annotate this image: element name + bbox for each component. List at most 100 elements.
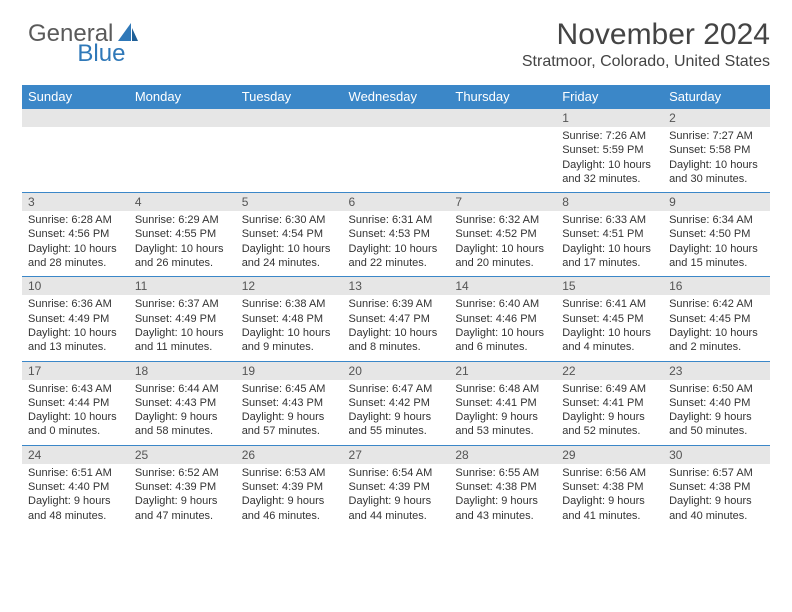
sunrise-text: Sunrise: 6:39 AM bbox=[349, 297, 444, 311]
sunrise-text: Sunrise: 6:36 AM bbox=[28, 297, 123, 311]
day-number: 30 bbox=[663, 446, 770, 464]
day-number: 28 bbox=[449, 446, 556, 464]
sunset-text: Sunset: 4:50 PM bbox=[669, 227, 764, 241]
day-number: 14 bbox=[449, 277, 556, 295]
day-details: Sunrise: 6:33 AMSunset: 4:51 PMDaylight:… bbox=[556, 211, 663, 276]
sunset-text: Sunset: 4:41 PM bbox=[562, 396, 657, 410]
calendar-cell: 10Sunrise: 6:36 AMSunset: 4:49 PMDayligh… bbox=[22, 277, 129, 361]
calendar-cell: 26Sunrise: 6:53 AMSunset: 4:39 PMDayligh… bbox=[236, 445, 343, 529]
sunset-text: Sunset: 4:39 PM bbox=[135, 480, 230, 494]
day-number: 20 bbox=[343, 362, 450, 380]
sunrise-text: Sunrise: 6:43 AM bbox=[28, 382, 123, 396]
calendar-cell: 19Sunrise: 6:45 AMSunset: 4:43 PMDayligh… bbox=[236, 361, 343, 445]
daylight-text: Daylight: 9 hours and 55 minutes. bbox=[349, 410, 444, 439]
sunrise-text: Sunrise: 7:27 AM bbox=[669, 129, 764, 143]
daylight-text: Daylight: 10 hours and 32 minutes. bbox=[562, 158, 657, 187]
weekday-header: Sunday bbox=[22, 85, 129, 109]
calendar-row: 1Sunrise: 7:26 AMSunset: 5:59 PMDaylight… bbox=[22, 109, 770, 193]
day-details bbox=[449, 127, 556, 187]
day-details: Sunrise: 6:47 AMSunset: 4:42 PMDaylight:… bbox=[343, 380, 450, 445]
sunset-text: Sunset: 4:39 PM bbox=[242, 480, 337, 494]
daylight-text: Daylight: 9 hours and 40 minutes. bbox=[669, 494, 764, 523]
calendar-cell: 17Sunrise: 6:43 AMSunset: 4:44 PMDayligh… bbox=[22, 361, 129, 445]
day-details: Sunrise: 6:57 AMSunset: 4:38 PMDaylight:… bbox=[663, 464, 770, 529]
sunset-text: Sunset: 4:51 PM bbox=[562, 227, 657, 241]
calendar-cell: 25Sunrise: 6:52 AMSunset: 4:39 PMDayligh… bbox=[129, 445, 236, 529]
calendar-cell: 7Sunrise: 6:32 AMSunset: 4:52 PMDaylight… bbox=[449, 193, 556, 277]
sunrise-text: Sunrise: 6:47 AM bbox=[349, 382, 444, 396]
day-details: Sunrise: 7:27 AMSunset: 5:58 PMDaylight:… bbox=[663, 127, 770, 192]
day-number: 18 bbox=[129, 362, 236, 380]
day-number: 21 bbox=[449, 362, 556, 380]
sunrise-text: Sunrise: 6:45 AM bbox=[242, 382, 337, 396]
day-details: Sunrise: 6:31 AMSunset: 4:53 PMDaylight:… bbox=[343, 211, 450, 276]
day-details: Sunrise: 6:44 AMSunset: 4:43 PMDaylight:… bbox=[129, 380, 236, 445]
sunset-text: Sunset: 4:40 PM bbox=[669, 396, 764, 410]
calendar-cell: 4Sunrise: 6:29 AMSunset: 4:55 PMDaylight… bbox=[129, 193, 236, 277]
day-number: 1 bbox=[556, 109, 663, 127]
calendar-cell: 6Sunrise: 6:31 AMSunset: 4:53 PMDaylight… bbox=[343, 193, 450, 277]
day-details: Sunrise: 6:39 AMSunset: 4:47 PMDaylight:… bbox=[343, 295, 450, 360]
sunrise-text: Sunrise: 6:38 AM bbox=[242, 297, 337, 311]
calendar-cell: 16Sunrise: 6:42 AMSunset: 4:45 PMDayligh… bbox=[663, 277, 770, 361]
day-number bbox=[236, 109, 343, 127]
day-details: Sunrise: 6:48 AMSunset: 4:41 PMDaylight:… bbox=[449, 380, 556, 445]
day-details: Sunrise: 6:40 AMSunset: 4:46 PMDaylight:… bbox=[449, 295, 556, 360]
daylight-text: Daylight: 9 hours and 46 minutes. bbox=[242, 494, 337, 523]
logo-text-2: Blue bbox=[77, 42, 125, 66]
calendar-cell: 24Sunrise: 6:51 AMSunset: 4:40 PMDayligh… bbox=[22, 445, 129, 529]
sunset-text: Sunset: 4:45 PM bbox=[669, 312, 764, 326]
sunset-text: Sunset: 4:43 PM bbox=[242, 396, 337, 410]
daylight-text: Daylight: 10 hours and 26 minutes. bbox=[135, 242, 230, 271]
day-details: Sunrise: 6:54 AMSunset: 4:39 PMDaylight:… bbox=[343, 464, 450, 529]
day-details: Sunrise: 7:26 AMSunset: 5:59 PMDaylight:… bbox=[556, 127, 663, 192]
sunset-text: Sunset: 4:48 PM bbox=[242, 312, 337, 326]
sunset-text: Sunset: 4:38 PM bbox=[669, 480, 764, 494]
calendar-cell: 29Sunrise: 6:56 AMSunset: 4:38 PMDayligh… bbox=[556, 445, 663, 529]
daylight-text: Daylight: 10 hours and 0 minutes. bbox=[28, 410, 123, 439]
calendar-cell: 9Sunrise: 6:34 AMSunset: 4:50 PMDaylight… bbox=[663, 193, 770, 277]
calendar-cell: 23Sunrise: 6:50 AMSunset: 4:40 PMDayligh… bbox=[663, 361, 770, 445]
sunset-text: Sunset: 4:39 PM bbox=[349, 480, 444, 494]
sunset-text: Sunset: 4:40 PM bbox=[28, 480, 123, 494]
sunset-text: Sunset: 4:49 PM bbox=[28, 312, 123, 326]
day-number: 5 bbox=[236, 193, 343, 211]
day-details: Sunrise: 6:55 AMSunset: 4:38 PMDaylight:… bbox=[449, 464, 556, 529]
daylight-text: Daylight: 10 hours and 2 minutes. bbox=[669, 326, 764, 355]
daylight-text: Daylight: 9 hours and 41 minutes. bbox=[562, 494, 657, 523]
sunrise-text: Sunrise: 7:26 AM bbox=[562, 129, 657, 143]
sunrise-text: Sunrise: 6:29 AM bbox=[135, 213, 230, 227]
daylight-text: Daylight: 10 hours and 22 minutes. bbox=[349, 242, 444, 271]
calendar-cell-empty bbox=[236, 109, 343, 193]
day-number: 15 bbox=[556, 277, 663, 295]
daylight-text: Daylight: 10 hours and 8 minutes. bbox=[349, 326, 444, 355]
day-number: 27 bbox=[343, 446, 450, 464]
day-details: Sunrise: 6:29 AMSunset: 4:55 PMDaylight:… bbox=[129, 211, 236, 276]
day-details: Sunrise: 6:34 AMSunset: 4:50 PMDaylight:… bbox=[663, 211, 770, 276]
day-details bbox=[343, 127, 450, 187]
calendar-cell: 11Sunrise: 6:37 AMSunset: 4:49 PMDayligh… bbox=[129, 277, 236, 361]
sunset-text: Sunset: 4:41 PM bbox=[455, 396, 550, 410]
sunrise-text: Sunrise: 6:53 AM bbox=[242, 466, 337, 480]
day-number: 23 bbox=[663, 362, 770, 380]
sunset-text: Sunset: 4:53 PM bbox=[349, 227, 444, 241]
daylight-text: Daylight: 10 hours and 9 minutes. bbox=[242, 326, 337, 355]
calendar-cell-empty bbox=[343, 109, 450, 193]
sunset-text: Sunset: 4:43 PM bbox=[135, 396, 230, 410]
calendar-cell: 5Sunrise: 6:30 AMSunset: 4:54 PMDaylight… bbox=[236, 193, 343, 277]
day-details: Sunrise: 6:41 AMSunset: 4:45 PMDaylight:… bbox=[556, 295, 663, 360]
weekday-header: Thursday bbox=[449, 85, 556, 109]
daylight-text: Daylight: 9 hours and 57 minutes. bbox=[242, 410, 337, 439]
day-number: 22 bbox=[556, 362, 663, 380]
daylight-text: Daylight: 9 hours and 58 minutes. bbox=[135, 410, 230, 439]
day-details: Sunrise: 6:52 AMSunset: 4:39 PMDaylight:… bbox=[129, 464, 236, 529]
daylight-text: Daylight: 9 hours and 53 minutes. bbox=[455, 410, 550, 439]
sunset-text: Sunset: 4:55 PM bbox=[135, 227, 230, 241]
day-details: Sunrise: 6:50 AMSunset: 4:40 PMDaylight:… bbox=[663, 380, 770, 445]
sunrise-text: Sunrise: 6:50 AM bbox=[669, 382, 764, 396]
sunrise-text: Sunrise: 6:40 AM bbox=[455, 297, 550, 311]
sunset-text: Sunset: 4:46 PM bbox=[455, 312, 550, 326]
day-number bbox=[449, 109, 556, 127]
day-number: 6 bbox=[343, 193, 450, 211]
daylight-text: Daylight: 10 hours and 13 minutes. bbox=[28, 326, 123, 355]
